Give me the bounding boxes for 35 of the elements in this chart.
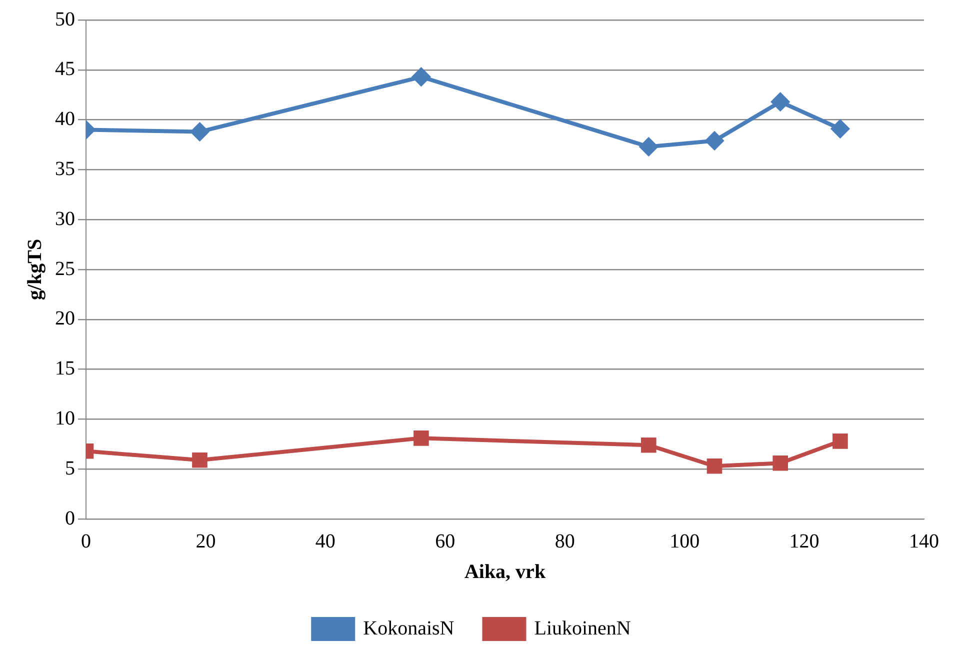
y-tick-label: 15 xyxy=(55,358,75,380)
y-tick-label: 35 xyxy=(55,158,75,180)
y-tick-label: 45 xyxy=(55,58,75,80)
x-tick-label: 140 xyxy=(909,530,939,552)
point xyxy=(706,132,724,150)
point xyxy=(412,68,430,86)
point xyxy=(832,434,848,449)
point xyxy=(771,92,790,111)
y-tick-label: 5 xyxy=(65,457,75,480)
y-tick-label: 20 xyxy=(55,308,75,330)
x-axis-title: Aika, vrk xyxy=(464,561,546,584)
x-tick-label: 0 xyxy=(81,530,91,552)
y-axis-title: g/kgTS xyxy=(24,238,46,300)
y-tick-label: 0 xyxy=(65,507,75,530)
x-tick-label: 20 xyxy=(196,530,216,552)
point xyxy=(641,437,656,453)
x-tick-label: 80 xyxy=(554,530,575,552)
point xyxy=(706,458,722,474)
point xyxy=(831,120,850,138)
legend-label: LiukoinenN xyxy=(534,617,631,640)
point xyxy=(190,122,209,141)
point xyxy=(640,138,658,156)
point xyxy=(414,430,429,446)
x-tick-label: 40 xyxy=(315,530,336,552)
point xyxy=(192,452,208,468)
x-tick-label: 100 xyxy=(670,530,700,552)
y-tick-label: 50 xyxy=(55,8,75,30)
legend-label: KokonaisN xyxy=(363,617,454,640)
x-tick-label: 60 xyxy=(435,530,456,552)
point xyxy=(772,455,788,471)
y-tick-label: 10 xyxy=(55,407,75,430)
y-tick-label: 30 xyxy=(55,208,75,230)
y-tick-label: 25 xyxy=(55,258,75,280)
y-tick-label: 40 xyxy=(55,108,75,130)
x-tick-label: 120 xyxy=(789,530,820,552)
